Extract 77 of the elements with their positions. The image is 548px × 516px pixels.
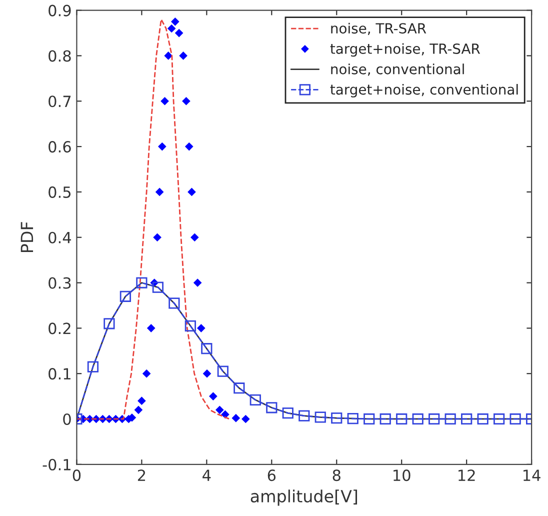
y-tick-label: 0.8 xyxy=(48,50,71,62)
legend-label: noise, TR-SAR xyxy=(331,22,426,35)
point xyxy=(190,233,199,242)
point xyxy=(158,142,166,151)
point xyxy=(167,24,176,33)
point xyxy=(152,282,164,293)
point xyxy=(160,96,169,106)
y-tick-label: 0.4 xyxy=(48,232,72,244)
point xyxy=(428,413,440,425)
point xyxy=(134,406,143,414)
point xyxy=(104,318,115,330)
y-tick-label: 0.1 xyxy=(48,368,70,380)
y-tick-label: 0.9 xyxy=(48,4,71,16)
y-tick-label: 0.2 xyxy=(48,322,70,334)
x-tick-label: 12 xyxy=(458,470,475,481)
point xyxy=(188,188,196,196)
point xyxy=(146,324,156,332)
point xyxy=(168,298,180,309)
legend-label: target+noise, conventional xyxy=(330,84,518,98)
legend-label: noise, conventional xyxy=(331,64,464,76)
point xyxy=(217,366,228,377)
point xyxy=(179,52,188,60)
point xyxy=(209,392,218,400)
point xyxy=(184,142,194,151)
legend-label: target+noise, TR-SAR xyxy=(330,43,480,57)
point xyxy=(170,18,180,26)
y-tick-label: 0 xyxy=(63,413,71,426)
point xyxy=(153,233,162,242)
point xyxy=(510,413,521,425)
y-tick-label: 0.3 xyxy=(48,277,71,289)
point xyxy=(282,408,294,419)
y-axis-title: PDF xyxy=(20,222,34,252)
point xyxy=(494,413,505,425)
point xyxy=(232,414,240,422)
point xyxy=(120,290,132,302)
point xyxy=(87,361,99,372)
x-tick-label: 0 xyxy=(72,470,81,482)
point xyxy=(241,414,250,424)
point xyxy=(331,412,342,424)
point xyxy=(174,28,184,38)
point xyxy=(234,382,245,394)
y-tick-label: 0.7 xyxy=(48,96,71,108)
point xyxy=(216,406,224,414)
x-tick-label: 6 xyxy=(268,470,276,482)
point xyxy=(412,413,424,425)
point xyxy=(182,96,190,106)
point xyxy=(138,396,146,405)
point xyxy=(396,413,408,425)
point xyxy=(201,343,212,354)
x-tick-label: 2 xyxy=(138,470,146,481)
point xyxy=(193,278,202,287)
point xyxy=(298,410,310,422)
point xyxy=(461,413,472,425)
point xyxy=(477,413,488,425)
point xyxy=(142,369,151,378)
x-tick-label: 14 xyxy=(524,470,540,481)
x-axis-title: amplitude[V] xyxy=(250,490,358,506)
point xyxy=(221,410,230,419)
x-tick-label: 8 xyxy=(332,470,340,482)
point xyxy=(266,402,278,414)
point xyxy=(444,413,456,425)
point xyxy=(155,188,164,196)
point xyxy=(164,52,173,60)
y-tick-label: 0.5 xyxy=(48,186,71,198)
point xyxy=(380,413,391,425)
point xyxy=(196,324,206,332)
point xyxy=(314,412,326,423)
x-tick-label: 4 xyxy=(202,470,211,481)
x-tick-label: 10 xyxy=(394,470,410,482)
point xyxy=(202,369,212,378)
point xyxy=(184,320,196,332)
y-tick-label: 0.6 xyxy=(48,141,71,153)
point xyxy=(136,277,148,288)
y-tick-label: -0.1 xyxy=(42,458,70,470)
point xyxy=(347,412,358,424)
point xyxy=(250,394,261,406)
point xyxy=(364,413,375,425)
